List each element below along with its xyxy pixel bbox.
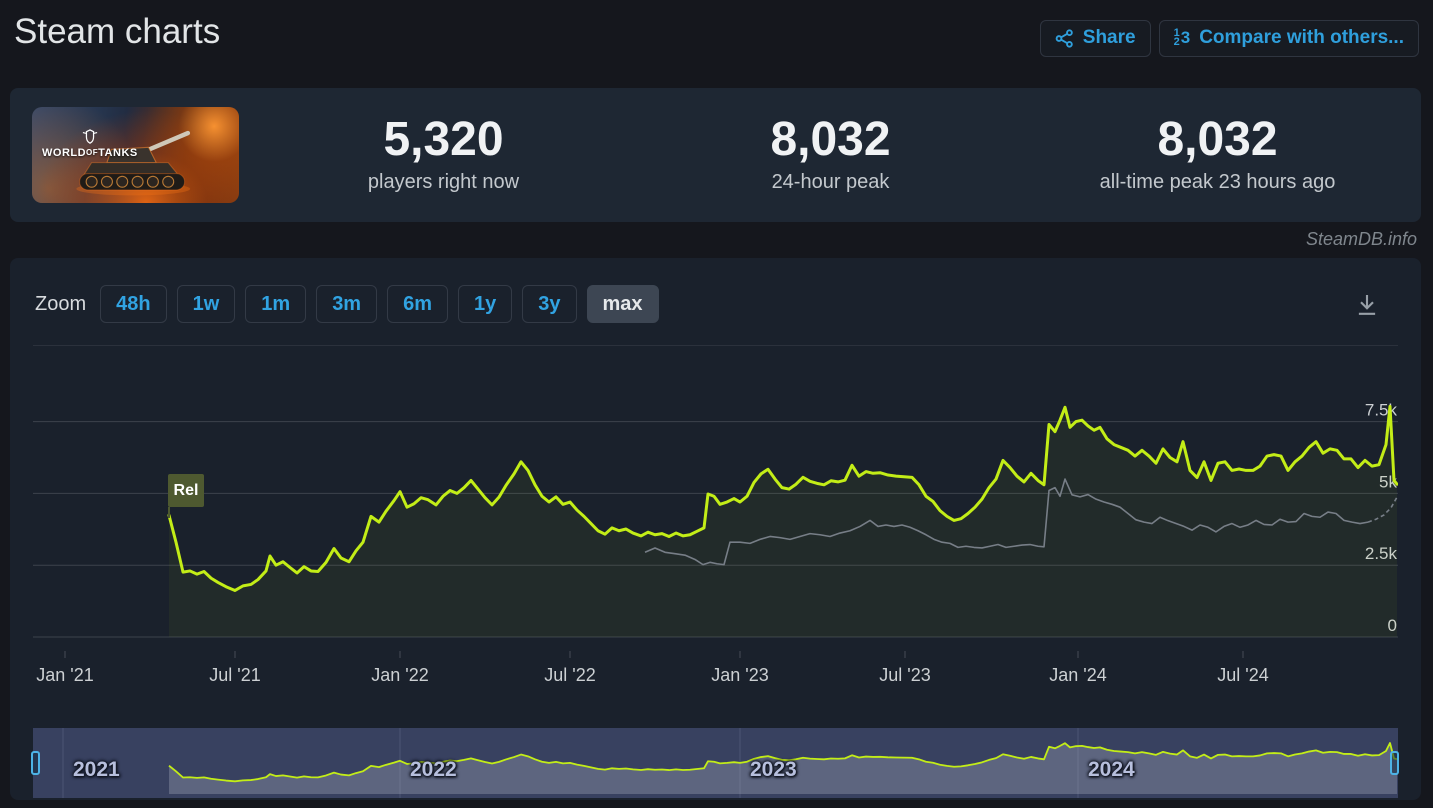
navigator-left-handle[interactable]	[31, 751, 40, 775]
compare-button[interactable]: 1 2 3 Compare with others...	[1158, 20, 1419, 57]
svg-text:Jul '22: Jul '22	[544, 665, 595, 685]
stat-current-players: 5,320 players right now	[250, 88, 637, 222]
toolbar-divider	[33, 345, 1398, 346]
zoom-range-48h[interactable]: 48h	[100, 285, 167, 323]
stat-alltime-peak-value: 8,032	[1157, 113, 1278, 166]
stat-24h-peak: 8,032 24-hour peak	[637, 88, 1024, 222]
share-button-label: Share	[1082, 27, 1136, 48]
zoom-range-1w[interactable]: 1w	[176, 285, 236, 323]
navigator-year-label: 2021	[73, 758, 120, 781]
stat-current-players-value: 5,320	[383, 113, 504, 166]
navigator-year-label: 2023	[750, 758, 797, 781]
svg-text:7.5k: 7.5k	[1365, 401, 1398, 420]
svg-text:Jan '23: Jan '23	[711, 665, 768, 685]
navigator-year-label: 2024	[1088, 758, 1135, 781]
zoom-range-max[interactable]: max	[586, 285, 659, 323]
compare-button-label: Compare with others...	[1199, 27, 1404, 48]
zoom-range-1m[interactable]: 1m	[245, 285, 307, 323]
svg-text:0: 0	[1388, 616, 1397, 635]
range-navigator[interactable]: 2021 2022 2023 2024	[31, 728, 1399, 798]
compare-icon: 1 2 3	[1173, 27, 1191, 49]
zoom-range-3m[interactable]: 3m	[316, 285, 378, 323]
stats-grid: 5,320 players right now 8,032 24-hour pe…	[250, 88, 1411, 222]
svg-text:2.5k: 2.5k	[1365, 544, 1398, 563]
stat-24h-peak-value: 8,032	[770, 113, 891, 166]
header-actions: Share 1 2 3 Compare with others...	[1039, 20, 1419, 57]
game-logo-emblem-icon	[82, 129, 98, 144]
zoom-range-3y[interactable]: 3y	[522, 285, 577, 323]
download-icon	[1358, 295, 1376, 315]
stat-alltime-peak: 8,032 all-time peak 23 hours ago	[1024, 88, 1411, 222]
share-button[interactable]: Share	[1039, 20, 1151, 57]
zoom-range-1y[interactable]: 1y	[458, 285, 513, 323]
game-logo: WORLDOFTANKS	[42, 129, 138, 159]
svg-text:Jul '23: Jul '23	[879, 665, 930, 685]
game-logo-text: WORLDOFTANKS	[42, 147, 138, 159]
svg-text:Jul '21: Jul '21	[209, 665, 260, 685]
svg-text:Jan '21: Jan '21	[36, 665, 93, 685]
stats-panel: WORLDOFTANKS 5,320 players right now 8,0…	[10, 88, 1421, 222]
navigator-right-handle[interactable]	[1390, 751, 1399, 775]
release-annotation-stem	[168, 507, 170, 518]
game-capsule[interactable]: WORLDOFTANKS	[32, 107, 239, 203]
zoom-range-6m[interactable]: 6m	[387, 285, 448, 323]
stat-alltime-peak-label: all-time peak 23 hours ago	[1099, 171, 1336, 193]
steamdb-watermark: SteamDB.info	[1305, 229, 1417, 249]
zoom-label: Zoom	[35, 292, 87, 315]
navigator-svg[interactable]	[33, 728, 1398, 798]
page-title: Steam charts	[14, 12, 221, 51]
zoom-toolbar: Zoom 48h 1w 1m 3m 6m 1y 3y max	[35, 285, 659, 323]
tank-illustration	[76, 131, 191, 196]
navigator-year-label: 2022	[410, 758, 457, 781]
download-button[interactable]	[1351, 290, 1383, 322]
share-icon	[1055, 29, 1074, 48]
svg-text:Jan '22: Jan '22	[371, 665, 428, 685]
svg-text:Jan '24: Jan '24	[1049, 665, 1106, 685]
zoom-ranges: 48h 1w 1m 3m 6m 1y 3y max	[100, 285, 659, 323]
release-annotation[interactable]: Rel	[168, 474, 204, 507]
stat-current-players-label: players right now	[367, 171, 520, 193]
stat-24h-peak-label: 24-hour peak	[771, 171, 890, 193]
svg-text:Jul '24: Jul '24	[1217, 665, 1268, 685]
